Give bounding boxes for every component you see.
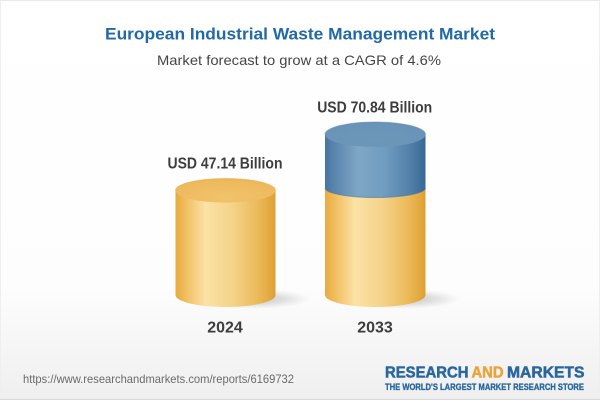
svg-text:2024: 2024	[207, 320, 243, 337]
svg-text:THE WORLD'S LARGEST MARKET RES: THE WORLD'S LARGEST MARKET RESEARCH STOR…	[385, 382, 584, 393]
svg-text:USD 47.14 Billion: USD 47.14 Billion	[168, 156, 283, 173]
svg-text:Market forecast to grow at a C: Market forecast to grow at a CAGR of 4.6…	[157, 52, 441, 68]
svg-text:AND: AND	[472, 365, 504, 382]
svg-text:MARKETS: MARKETS	[507, 365, 585, 382]
svg-text:European Industrial Waste Mana: European Industrial Waste Management Mar…	[105, 26, 496, 44]
svg-text:2033: 2033	[357, 320, 393, 337]
svg-text:https://www.researchandmarkets: https://www.researchandmarkets.com/repor…	[23, 372, 294, 386]
svg-text:RESEARCH: RESEARCH	[385, 365, 469, 382]
svg-text:USD 70.84 Billion: USD 70.84 Billion	[317, 100, 432, 117]
